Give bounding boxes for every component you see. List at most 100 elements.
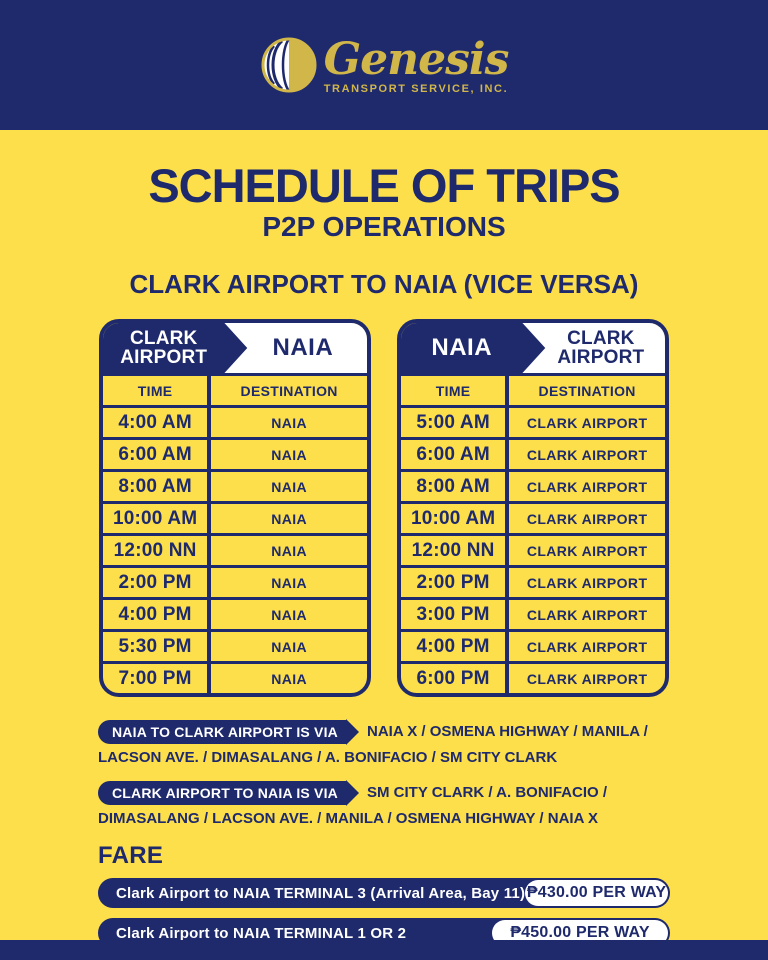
note-clark-to-naia: CLARK AIRPORT TO NAIA IS VIA SM CITY CLA… bbox=[98, 780, 670, 832]
brand-name: Genesis bbox=[323, 34, 510, 86]
table-row: 6:00 AM NAIA bbox=[103, 437, 367, 469]
table-row: 12:00 NN CLARK AIRPORT bbox=[401, 533, 665, 565]
time-cell: 4:00 PM bbox=[103, 600, 212, 629]
time-cell: 12:00 NN bbox=[401, 536, 510, 565]
destination-cell: CLARK AIRPORT bbox=[526, 670, 648, 687]
banner-origin: CLARK AIRPORT bbox=[103, 323, 224, 373]
destination-cell: CLARK AIRPORT bbox=[526, 414, 648, 431]
chevron-right-icon bbox=[345, 719, 359, 746]
destination-cell: CLARK AIRPORT bbox=[526, 606, 648, 623]
fare-route: Clark Airport to NAIA TERMINAL 3 (Arriva… bbox=[116, 884, 526, 902]
main-title: SCHEDULE OF TRIPS bbox=[148, 159, 620, 212]
destination-cell: CLARK AIRPORT bbox=[526, 446, 648, 463]
table-row: 10:00 AM CLARK AIRPORT bbox=[401, 501, 665, 533]
subtitle: P2P OPERATIONS bbox=[262, 211, 506, 242]
table-banner: NAIA CLARK AIRPORT bbox=[401, 323, 665, 373]
table-banner: CLARK AIRPORT NAIA bbox=[103, 323, 367, 373]
globe-icon bbox=[261, 37, 317, 93]
time-cell: 6:00 AM bbox=[103, 440, 212, 469]
table-header-row: TIME DESTINATION bbox=[401, 373, 665, 405]
time-cell: 7:00 PM bbox=[103, 664, 212, 693]
note-pill: CLARK AIRPORT TO NAIA IS VIA bbox=[98, 780, 359, 807]
destination-cell: NAIA bbox=[271, 414, 308, 431]
destination-cell: CLARK AIRPORT bbox=[526, 542, 648, 559]
route-heading: CLARK AIRPORT TO NAIA (VICE VERSA) bbox=[129, 269, 639, 299]
table-row: 12:00 NN NAIA bbox=[103, 533, 367, 565]
banner-destination-label: NAIA bbox=[272, 333, 334, 361]
time-cell: 8:00 AM bbox=[401, 472, 510, 501]
time-cell: 6:00 AM bbox=[401, 440, 510, 469]
banner-arrow-chevron: CLARK AIRPORT bbox=[522, 323, 665, 373]
note-text: SM CITY CLARK / A. BONIFACIO / DIMASALAN… bbox=[98, 784, 607, 828]
header-band: Genesis TRANSPORT SERVICE, INC. bbox=[0, 0, 768, 130]
note-pill: NAIA TO CLARK AIRPORT IS VIA bbox=[98, 719, 359, 746]
col-header-time: TIME bbox=[401, 376, 510, 405]
banner-origin-label: NAIA bbox=[431, 333, 493, 361]
col-header-destination: DESTINATION bbox=[240, 382, 338, 399]
table-row: 3:00 PM CLARK AIRPORT bbox=[401, 597, 665, 629]
fare-price-badge: ₱430.00 PER WAY bbox=[525, 880, 668, 907]
destination-cell: NAIA bbox=[271, 446, 308, 463]
route-notes: NAIA TO CLARK AIRPORT IS VIA NAIA X / OS… bbox=[98, 719, 670, 832]
time-cell: 3:00 PM bbox=[401, 600, 510, 629]
table-row: 5:00 AM CLARK AIRPORT bbox=[401, 405, 665, 437]
destination-cell: CLARK AIRPORT bbox=[526, 478, 648, 495]
table-header-row: TIME DESTINATION bbox=[103, 373, 367, 405]
time-cell: 10:00 AM bbox=[401, 504, 510, 533]
banner-origin: NAIA bbox=[401, 323, 522, 373]
note-pill-label: NAIA TO CLARK AIRPORT IS VIA bbox=[98, 719, 346, 745]
table-row: 5:30 PM NAIA bbox=[103, 629, 367, 661]
note-pill-label: CLARK AIRPORT TO NAIA IS VIA bbox=[98, 780, 346, 806]
table-row: 2:00 PM NAIA bbox=[103, 565, 367, 597]
fare-heading: FARE bbox=[98, 842, 164, 870]
col-header-destination: DESTINATION bbox=[538, 382, 636, 399]
table-row: 10:00 AM NAIA bbox=[103, 501, 367, 533]
table-row: 2:00 PM CLARK AIRPORT bbox=[401, 565, 665, 597]
time-cell: 12:00 NN bbox=[103, 536, 212, 565]
schedule-tables: CLARK AIRPORT NAIA TIME DESTINATION 4:00… bbox=[0, 319, 768, 697]
col-header-time: TIME bbox=[103, 376, 212, 405]
table-row: 6:00 PM CLARK AIRPORT bbox=[401, 661, 665, 693]
table-row: 8:00 AM NAIA bbox=[103, 469, 367, 501]
footer-band bbox=[0, 940, 768, 960]
destination-cell: NAIA bbox=[271, 478, 308, 495]
banner-destination-label: CLARK AIRPORT bbox=[557, 327, 645, 368]
table-row: 8:00 AM CLARK AIRPORT bbox=[401, 469, 665, 501]
time-cell: 2:00 PM bbox=[103, 568, 212, 597]
table-row: 4:00 PM NAIA bbox=[103, 597, 367, 629]
time-cell: 2:00 PM bbox=[401, 568, 510, 597]
destination-cell: NAIA bbox=[271, 638, 308, 655]
fare-row: Clark Airport to NAIA TERMINAL 3 (Arriva… bbox=[98, 878, 670, 909]
destination-cell: CLARK AIRPORT bbox=[526, 638, 648, 655]
time-cell: 8:00 AM bbox=[103, 472, 212, 501]
chevron-right-icon bbox=[345, 780, 359, 807]
time-cell: 4:00 AM bbox=[103, 408, 212, 437]
destination-cell: CLARK AIRPORT bbox=[526, 574, 648, 591]
logo: Genesis TRANSPORT SERVICE, INC. bbox=[260, 35, 509, 95]
banner-arrow-chevron: NAIA bbox=[224, 323, 367, 373]
time-cell: 4:00 PM bbox=[401, 632, 510, 661]
fare-route: Clark Airport to NAIA TERMINAL 1 OR 2 bbox=[116, 924, 407, 942]
time-cell: 5:00 AM bbox=[401, 408, 510, 437]
destination-cell: NAIA bbox=[271, 670, 308, 687]
destination-cell: CLARK AIRPORT bbox=[526, 510, 648, 527]
table-row: 4:00 PM CLARK AIRPORT bbox=[401, 629, 665, 661]
note-text: NAIA X / OSMENA HIGHWAY / MANILA / LACSO… bbox=[98, 723, 648, 767]
time-cell: 5:30 PM bbox=[103, 632, 212, 661]
destination-cell: NAIA bbox=[271, 510, 308, 527]
destination-cell: NAIA bbox=[271, 574, 308, 591]
time-cell: 6:00 PM bbox=[401, 664, 510, 693]
banner-origin-label: CLARK AIRPORT bbox=[120, 327, 208, 368]
destination-cell: NAIA bbox=[271, 606, 308, 623]
note-naia-to-clark: NAIA TO CLARK AIRPORT IS VIA NAIA X / OS… bbox=[98, 719, 670, 771]
fare-section: FARE Clark Airport to NAIA TERMINAL 3 (A… bbox=[98, 842, 670, 949]
table-row: 4:00 AM NAIA bbox=[103, 405, 367, 437]
brand-subtitle: TRANSPORT SERVICE, INC. bbox=[323, 82, 509, 95]
logo-text: Genesis TRANSPORT SERVICE, INC. bbox=[323, 34, 510, 95]
table-row: 7:00 PM NAIA bbox=[103, 661, 367, 693]
schedule-table-naia-to-clark: NAIA CLARK AIRPORT TIME DESTINATION 5:00… bbox=[397, 319, 669, 697]
schedule-table-clark-to-naia: CLARK AIRPORT NAIA TIME DESTINATION 4:00… bbox=[99, 319, 371, 697]
destination-cell: NAIA bbox=[271, 542, 308, 559]
time-cell: 10:00 AM bbox=[103, 504, 212, 533]
table-row: 6:00 AM CLARK AIRPORT bbox=[401, 437, 665, 469]
